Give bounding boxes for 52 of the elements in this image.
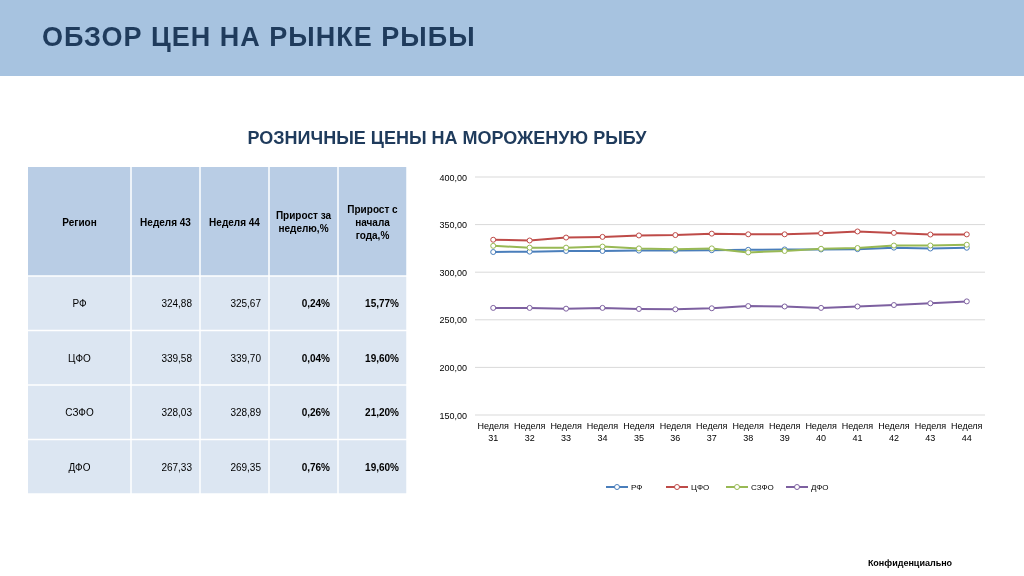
legend-label: СЗФО (751, 483, 774, 492)
legend-label: ДФО (811, 483, 829, 492)
data-label: 19,60% (365, 352, 400, 364)
category-label: РФ (72, 298, 87, 310)
y-tick-label: 350,00 (439, 220, 467, 231)
category-label: ЦФО (68, 352, 92, 364)
text: Неделя 44 (209, 216, 261, 228)
x-tick-label: Неделя 33 (550, 421, 582, 443)
data-label: 19,60% (365, 461, 400, 473)
x-tick-label: Неделя 32 (513, 421, 546, 443)
text: Конфиденциально (867, 558, 953, 568)
data-label: 339,58 (161, 352, 193, 364)
text: Прирост с начала года,% (347, 203, 399, 241)
data-label: 269,35 (230, 461, 262, 473)
category-label: СЗФО (65, 407, 94, 419)
x-tick-label: Неделя 35 (623, 421, 655, 443)
data-label: 0,04% (301, 352, 331, 364)
x-tick-label: Неделя 39 (768, 421, 801, 443)
x-tick-label: Неделя 42 (878, 421, 910, 443)
y-tick-label: 400,00 (439, 172, 467, 183)
data-label: 339,70 (230, 352, 262, 364)
data-label: 324,88 (161, 298, 193, 310)
x-tick-label: Неделя 43 (914, 421, 947, 443)
x-tick-label: Неделя 40 (805, 421, 837, 443)
x-tick-label: Неделя 36 (659, 421, 692, 443)
text: Прирост за неделю,% (275, 210, 332, 234)
legend-label: РФ (631, 483, 643, 492)
data-label: 21,20% (365, 407, 400, 419)
text: Неделя 43 (140, 216, 192, 228)
y-tick-label: 200,00 (439, 362, 467, 373)
data-label: 267,33 (161, 461, 193, 473)
data-label: 328,89 (230, 407, 262, 419)
data-label: 0,26% (301, 407, 331, 419)
x-tick-label: Неделя 34 (586, 421, 619, 443)
y-tick-label: 250,00 (439, 315, 467, 326)
x-tick-label: Неделя 38 (732, 421, 765, 443)
data-label: 328,03 (161, 407, 193, 419)
x-tick-label: Неделя 37 (696, 421, 728, 443)
legend-label: ЦФО (691, 483, 710, 492)
data-label: 0,76% (301, 461, 331, 473)
data-label: 0,24% (301, 298, 331, 310)
x-tick-label: Неделя 41 (841, 421, 874, 443)
text: ОБЗОР ЦЕН НА РЫНКЕ РЫБЫ (42, 22, 476, 52)
x-tick-label: Неделя 44 (951, 421, 983, 443)
text: РОЗНИЧНЫЕ ЦЕНЫ НА МОРОЖЕНУЮ РЫБУ (247, 128, 648, 148)
text: Регион (62, 216, 97, 228)
y-tick-label: 150,00 (439, 410, 467, 421)
y-tick-label: 300,00 (439, 267, 467, 278)
data-label: 15,77% (365, 298, 400, 310)
x-tick-label: Неделя 31 (477, 421, 510, 443)
data-label: 325,67 (230, 298, 262, 310)
category-label: ДФО (68, 461, 91, 473)
